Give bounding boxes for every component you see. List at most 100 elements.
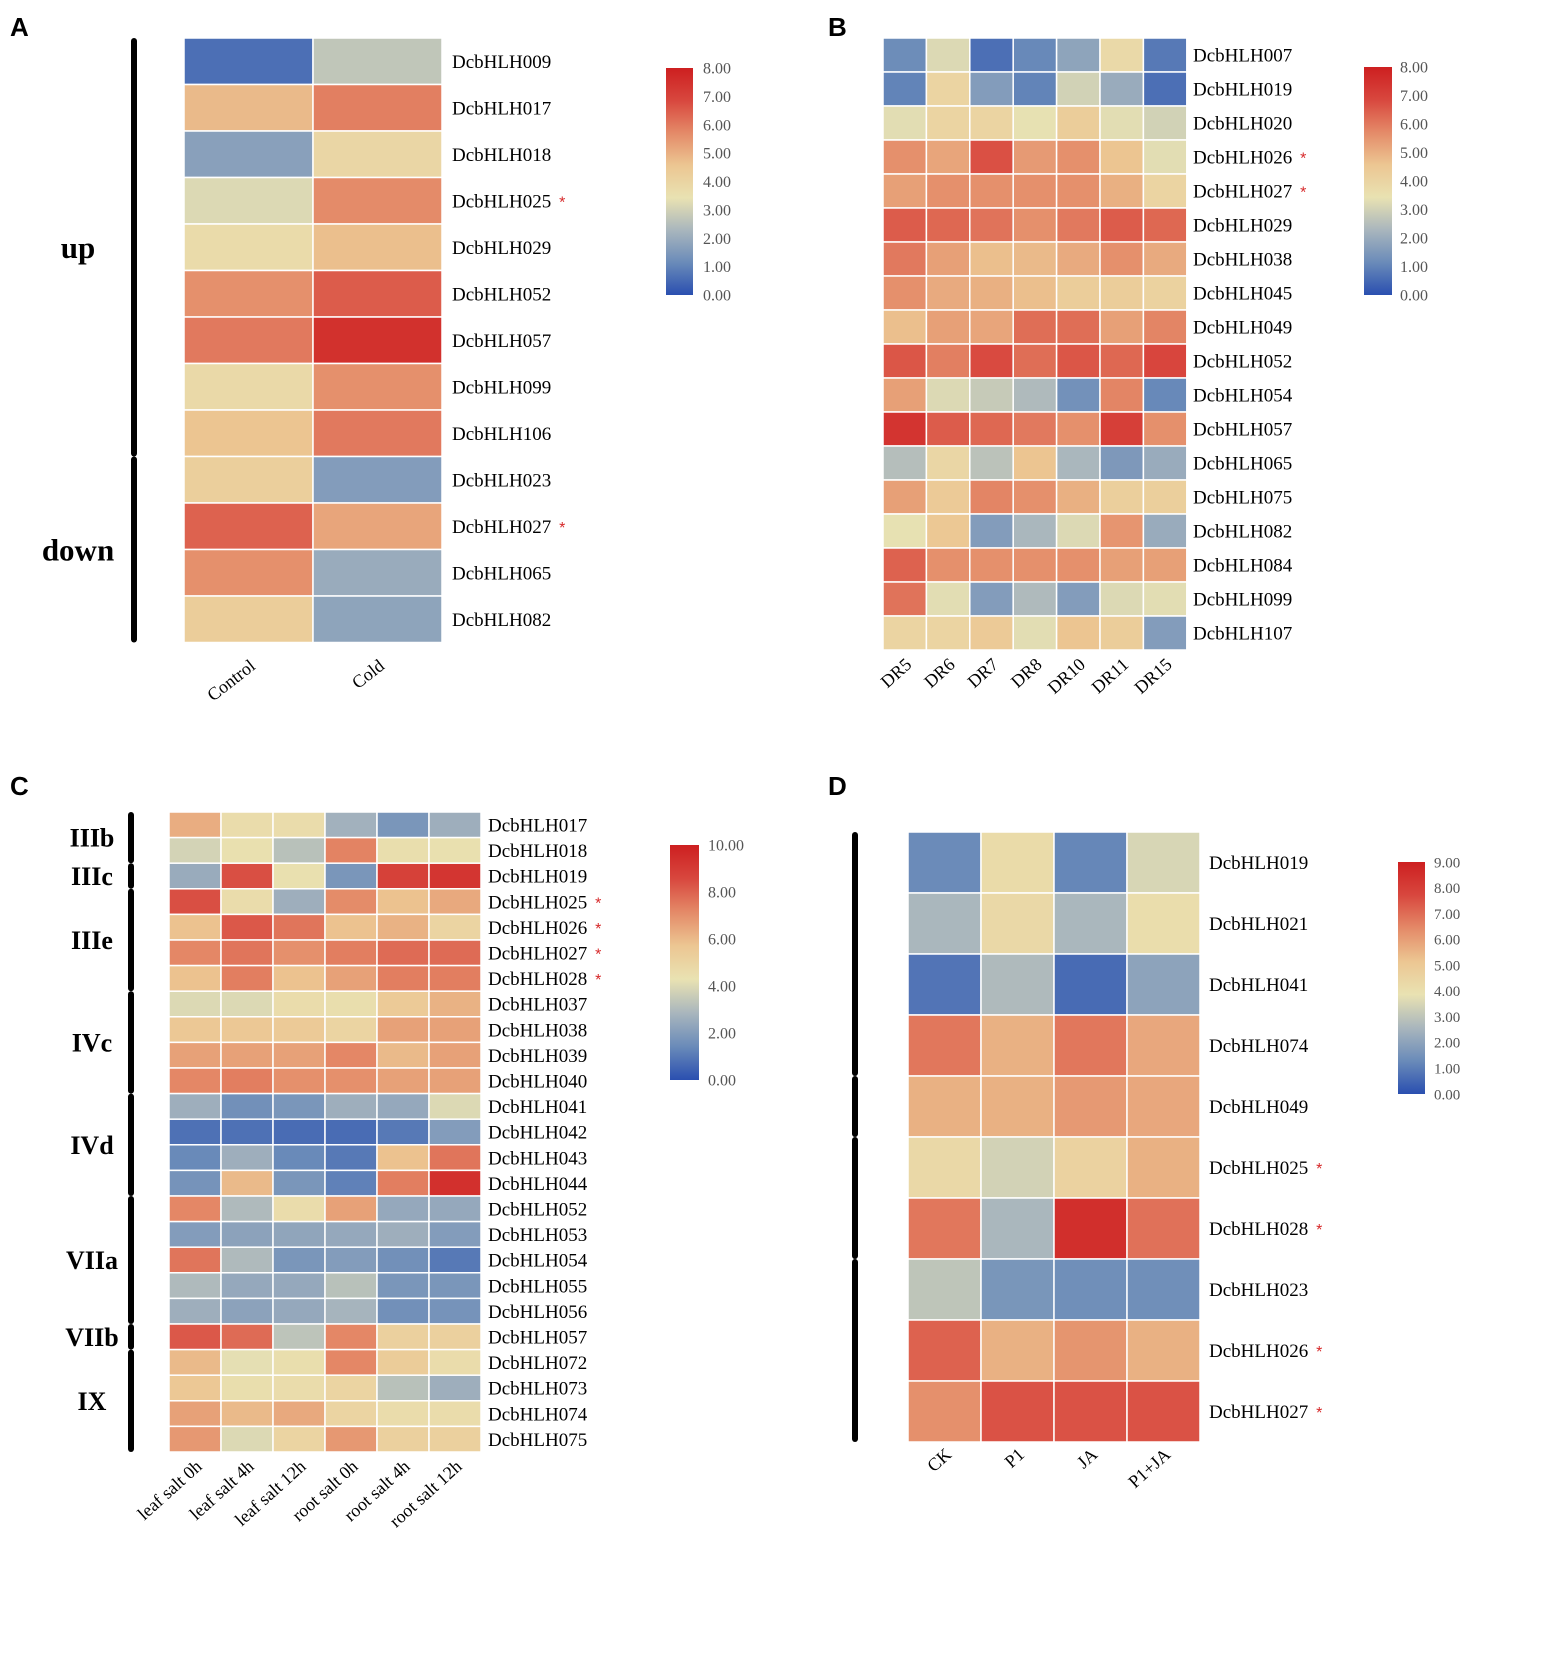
heatmap-cell [1012,411,1058,447]
heatmap-cell [1053,1319,1128,1382]
color-scale-tick: 1.00 [1400,259,1428,276]
heatmap-cell [324,1016,378,1044]
heatmap-cell [168,888,222,916]
gene-label: DcbHLH043 [488,1148,587,1169]
heatmap-cell [1142,615,1188,651]
heatmap-cell [312,83,443,132]
heatmap-cell [428,990,482,1018]
heatmap-cell [925,411,971,447]
heatmap-cell [220,990,274,1018]
heatmap-cell [907,1075,982,1138]
heatmap-cell [376,1374,430,1402]
heatmap-cell [168,1425,222,1453]
gene-label: DcbHLH082 [452,610,551,631]
heatmap-cell [272,964,326,992]
heatmap-cell [220,1348,274,1376]
heatmap-cell [312,548,443,597]
heatmap-cell [925,445,971,481]
color-scale-tick: 2.00 [708,1026,736,1043]
group-label: IVc [72,1029,112,1058]
heatmap-cell [168,1092,222,1120]
gene-label: DcbHLH021 [1209,914,1308,935]
color-scale-tick: 3.00 [1434,1010,1460,1026]
heatmap-cell [1099,71,1145,107]
color-scale-tick: 7.00 [1434,907,1460,923]
color-scale-tick: 2.00 [1434,1036,1460,1052]
heatmap-cell [1012,513,1058,549]
heatmap-cell [1055,71,1101,107]
column-label: Cold [348,655,388,692]
heatmap-cell [324,990,378,1018]
heatmap-cell [312,130,443,179]
column-label: DR6 [920,654,959,692]
heatmap-cell [376,1092,430,1120]
heatmap-cell [1142,275,1188,311]
heatmap-cell [1053,1380,1128,1443]
heatmap-cell [168,1041,222,1069]
heatmap-cell [882,139,928,175]
color-scale-tick: 6.00 [1434,933,1460,949]
heatmap-cell [428,1272,482,1300]
heatmap-cell [324,913,378,941]
heatmap-cell [969,615,1014,651]
heatmap-cell [376,964,430,992]
heatmap-cell [907,1197,982,1260]
heatmap-cell [882,207,928,243]
heatmap-cell [1142,241,1188,277]
heatmap-cell [272,1144,326,1172]
heatmap-cell [376,1323,430,1351]
heatmap-cell [324,1118,378,1146]
heatmap-cell [324,811,378,839]
heatmap-cell [1142,309,1188,345]
gene-label: DcbHLH065 [1193,454,1292,475]
gene-label: DcbHLH018 [452,145,551,166]
heatmap-cell [882,547,928,583]
heatmap-cell [220,939,274,967]
heatmap-cell [312,595,443,644]
heatmap-cell [312,362,443,411]
column-label: DR8 [1007,654,1046,692]
gene-label: DcbHLH040 [488,1071,587,1092]
heatmap-cell [272,1272,326,1300]
heatmap-cell [1055,581,1101,617]
heatmap-cell [1055,615,1101,651]
gene-label: DcbHLH038 [1193,250,1292,271]
heatmap-cell [969,411,1014,447]
heatmap-cell [428,1016,482,1044]
heatmap-cell [1142,581,1188,617]
heatmap-cell [969,173,1014,209]
gene-label: DcbHLH052 [452,284,551,305]
gene-label: DcbHLH044 [488,1174,588,1195]
heatmap-cell [324,1144,378,1172]
gene-label: DcbHLH017 [452,98,551,119]
significance-asterisk: * [595,895,601,912]
color-scale-tick: 8.00 [708,885,736,902]
gene-label: DcbHLH073 [488,1379,587,1400]
heatmap-cell [168,1220,222,1248]
heatmap-cell [1012,309,1058,345]
significance-asterisk: * [1300,151,1306,168]
heatmap-cell [1142,343,1188,379]
heatmap-cell [312,409,443,458]
color-scale-tick: 6.00 [1400,117,1428,134]
heatmap-cell [969,207,1014,243]
heatmap-cell [925,547,971,583]
heatmap-cell [907,831,982,894]
column-label: DR7 [964,654,1003,692]
heatmap-cell [882,37,928,73]
heatmap-cell [168,1246,222,1274]
heatmap-cell [1012,377,1058,413]
heatmap-cell [183,37,314,86]
heatmap-cell [324,1374,378,1402]
gene-label: DcbHLH020 [1193,114,1292,135]
heatmap-cell [220,811,274,839]
heatmap-cell [1126,1319,1201,1382]
heatmap-cell [1053,1075,1128,1138]
heatmap-cell [1099,411,1145,447]
gene-label: DcbHLH057 [1193,420,1292,441]
heatmap-cell [1012,479,1058,515]
heatmap-cell [907,1319,982,1382]
heatmap-cell [428,1425,482,1453]
heatmap-cell [324,964,378,992]
